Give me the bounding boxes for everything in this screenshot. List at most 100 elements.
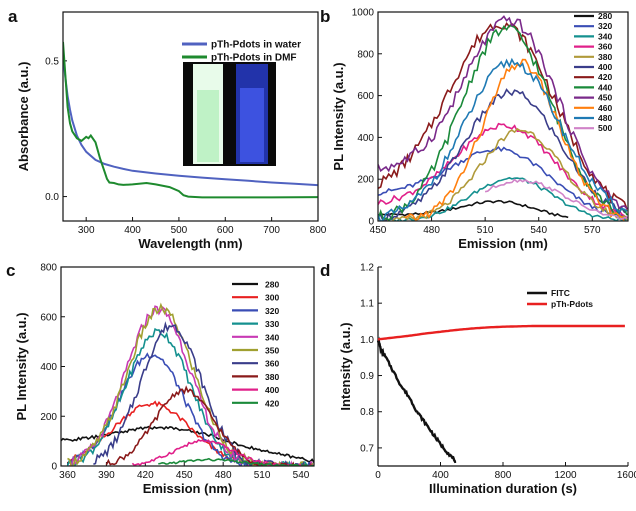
legend-label: 450 — [598, 93, 612, 103]
series-line-FITC — [376, 336, 457, 464]
legend-label: 380 — [265, 372, 279, 382]
legend-label: 460 — [598, 103, 612, 113]
legend-label: 300 — [265, 293, 279, 303]
series-line-1 — [63, 41, 318, 199]
legend-label: FITC — [551, 288, 570, 298]
series-line-450 — [378, 15, 628, 210]
blue-vial-glow — [240, 88, 264, 162]
legend-label: 480 — [598, 113, 612, 123]
green-vial-glow — [197, 90, 219, 162]
legend: 280 300 320 330 340 350 360 380 400 420 — [232, 280, 279, 408]
series-line-360 — [93, 321, 314, 466]
legend-label: 320 — [598, 21, 612, 31]
series-line-480 — [378, 57, 628, 221]
legend: pTh-Pdots in water pTh-Pdots in DMF — [182, 40, 301, 64]
x-tick-label: 540 — [530, 225, 547, 236]
x-tick-label: 400 — [124, 225, 141, 236]
series-line-500 — [484, 178, 628, 220]
x-tick-label: 390 — [98, 470, 115, 481]
x-tick-label: 300 — [78, 225, 95, 236]
x-tick-label: 600 — [217, 225, 234, 236]
y-tick-label: 1.0 — [360, 335, 374, 346]
legend-label: 420 — [598, 72, 612, 82]
x-tick-label: 360 — [59, 470, 76, 481]
y-axis-label: PL Intensity (a.u.) — [14, 312, 29, 420]
legend-label: pTh-Pdots — [551, 299, 593, 309]
legend-label: pTh-Pdots in water — [211, 40, 301, 51]
legend-label: 280 — [598, 11, 612, 21]
y-tick-label: 600 — [357, 91, 374, 102]
y-tick-label: 400 — [40, 362, 57, 373]
x-tick-label: 570 — [584, 225, 601, 236]
series-line-380 — [105, 385, 313, 466]
legend-label: 420 — [265, 398, 279, 408]
legend-label: 400 — [598, 62, 612, 72]
inset-photo — [183, 62, 276, 166]
legend-label: 280 — [265, 280, 279, 290]
series-line-0 — [63, 55, 318, 187]
panel-label: a — [8, 7, 18, 26]
x-tick-label: 450 — [370, 225, 387, 236]
plot-frame — [62, 11, 319, 222]
y-tick-label: 200 — [357, 175, 374, 186]
series-line-400 — [378, 88, 628, 221]
series-line-340 — [379, 176, 628, 221]
series-line-420 — [158, 457, 314, 466]
y-tick-label: 800 — [40, 263, 57, 274]
plot-frame — [377, 11, 629, 222]
legend-label: 500 — [598, 123, 612, 133]
panel-label: b — [320, 7, 330, 26]
x-axis-label: Emission (nm) — [143, 481, 233, 496]
legend-label: 360 — [598, 42, 612, 52]
y-axis-label: PL Intensity (a.u.) — [331, 62, 346, 170]
series-line-330 — [66, 327, 308, 466]
legend-label: 380 — [598, 52, 612, 62]
panel-b: 450 480 510 540 570 0 200 400 600 800 1000 Emission… — [320, 7, 629, 251]
y-tick-label: 0.0 — [45, 192, 59, 203]
legend-label: 400 — [265, 385, 279, 395]
legend-label: 320 — [265, 306, 279, 316]
panel-c: 360 390 420 450 480 510 540 0 200 400 600 800 Emissi… — [6, 261, 315, 496]
y-tick-label: 1000 — [352, 8, 375, 19]
series-line-440 — [378, 24, 628, 221]
x-tick-label: 480 — [423, 225, 440, 236]
series-line-350 — [67, 302, 314, 466]
x-tick-label: 500 — [171, 225, 188, 236]
legend-label: 340 — [598, 31, 612, 41]
y-axis-label: Absorbance (a.u.) — [16, 62, 31, 172]
y-tick-label: 0.8 — [360, 407, 374, 418]
y-tick-label: 1.1 — [360, 299, 374, 310]
series-line-320 — [378, 146, 628, 221]
y-tick-label: 800 — [357, 49, 374, 60]
legend-label: 350 — [265, 346, 279, 356]
legend-label: pTh-Pdots in DMF — [211, 53, 297, 64]
x-tick-label: 400 — [432, 470, 449, 481]
y-tick-label: 0.7 — [360, 443, 374, 454]
series-line-280 — [378, 199, 569, 219]
y-tick-label: 1.2 — [360, 263, 374, 274]
x-tick-label: 420 — [137, 470, 154, 481]
panel-a: 300 400 500 600 700 800 0.0 0.5 Wavelength (nm) A… — [8, 7, 327, 251]
x-tick-label: 480 — [215, 470, 232, 481]
x-tick-label: 510 — [254, 470, 271, 481]
legend-label: 340 — [265, 332, 279, 342]
y-tick-label: 600 — [40, 312, 57, 323]
panel-label: d — [320, 261, 330, 280]
legend-label: 330 — [265, 319, 279, 329]
x-tick-label: 700 — [263, 225, 280, 236]
x-tick-label: 540 — [293, 470, 310, 481]
x-tick-label: 1200 — [554, 470, 577, 481]
x-tick-label: 510 — [477, 225, 494, 236]
x-tick-label: 800 — [495, 470, 512, 481]
y-axis-label: Intensity (a.u.) — [338, 322, 353, 410]
x-tick-label: 450 — [176, 470, 193, 481]
y-tick-label: 200 — [40, 412, 57, 423]
panel-label: c — [6, 261, 15, 280]
legend-label: 360 — [265, 359, 279, 369]
legend-label: 440 — [598, 82, 612, 92]
x-axis-label: Illumination duration (s) — [429, 481, 577, 496]
